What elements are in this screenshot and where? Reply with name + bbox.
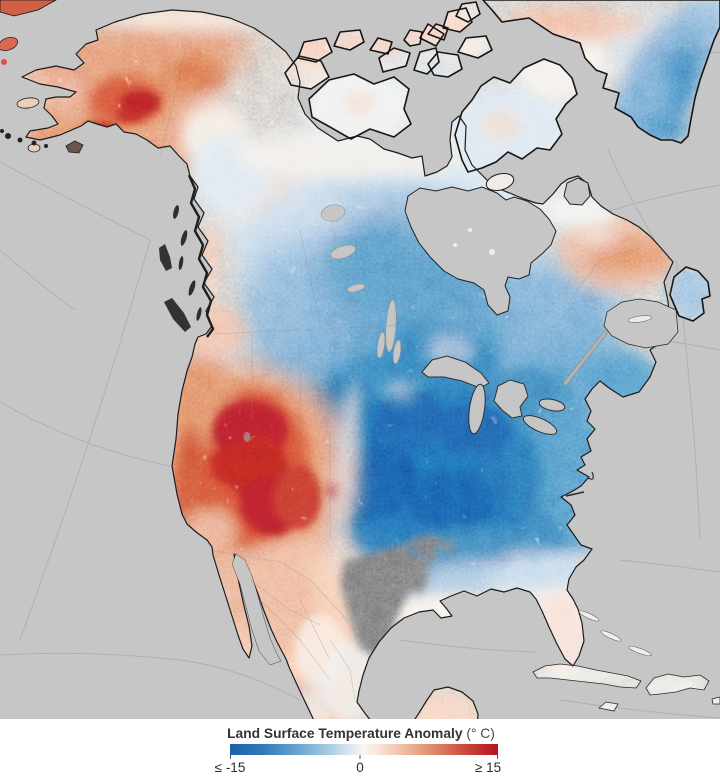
svg-text:≥ 15: ≥ 15 (475, 760, 501, 775)
svg-text:≤ -15: ≤ -15 (215, 760, 246, 775)
svg-text:0: 0 (356, 760, 364, 775)
svg-text:Land Surface Temperature Anoma: Land Surface Temperature Anomaly (° C) (227, 726, 495, 741)
